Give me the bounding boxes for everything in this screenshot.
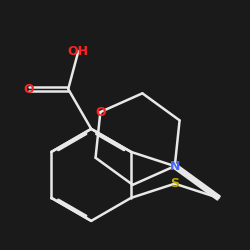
Text: O: O xyxy=(95,106,106,118)
Text: O: O xyxy=(24,82,34,96)
Text: S: S xyxy=(170,177,179,190)
Text: N: N xyxy=(170,160,180,172)
Text: OH: OH xyxy=(68,45,89,58)
